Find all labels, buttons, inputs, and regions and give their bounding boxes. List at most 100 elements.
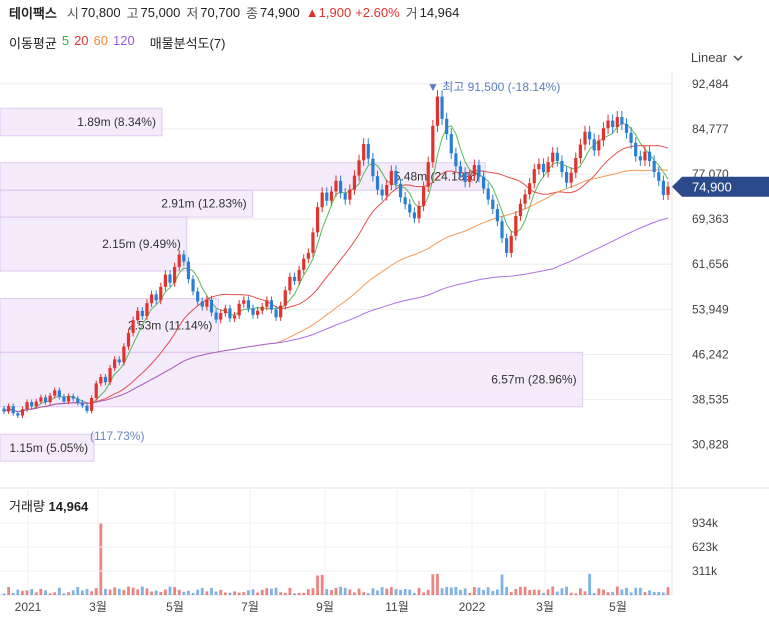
candle-body: [495, 208, 499, 222]
volume-bar: [279, 592, 283, 595]
volume-bar: [463, 588, 467, 595]
candle-body: [209, 299, 214, 313]
candle-body: [371, 158, 375, 177]
volume-bar: [615, 586, 619, 595]
candle: [638, 150, 642, 166]
volume-bar: [574, 593, 578, 595]
volume-bar: [578, 588, 582, 595]
candle: [394, 165, 398, 190]
candle-body: [477, 165, 481, 177]
volume-bar: [385, 588, 389, 595]
candle-body: [126, 333, 131, 347]
candle-body: [11, 406, 15, 414]
volume-bar: [168, 586, 172, 595]
candle-body: [237, 303, 241, 316]
volume-bar: [219, 589, 223, 595]
y-tick-label: 69,363: [692, 212, 729, 226]
volume-bar: [256, 592, 260, 595]
volume-bar: [11, 593, 15, 595]
candle: [274, 305, 278, 321]
candle-body: [265, 300, 269, 307]
candle: [159, 282, 163, 305]
volume-bar: [108, 589, 112, 595]
candle-body: [528, 183, 532, 195]
ma-period-5[interactable]: 5: [61, 33, 70, 48]
candle-body: [357, 160, 361, 176]
volume-bar: [44, 590, 47, 595]
candle: [592, 133, 596, 157]
y-tick-label: 84,777: [692, 122, 729, 136]
open-label: 시: [66, 5, 79, 21]
y-tick-label: 38,535: [692, 393, 729, 407]
candle-body: [366, 143, 370, 159]
candle: [145, 299, 149, 320]
candle-body: [348, 189, 352, 200]
candle-body: [297, 269, 301, 281]
volume-bar: [145, 588, 149, 595]
candle: [66, 393, 71, 405]
volume-bar: [99, 522, 103, 595]
candle: [362, 138, 366, 166]
candle-body: [532, 169, 536, 184]
current-price-label: 74,900: [692, 180, 732, 195]
volume-profile-label: 1.15m (5.05%): [9, 441, 88, 455]
volume-profile-bar: [0, 107, 163, 137]
candle-body: [352, 175, 357, 190]
candle: [601, 122, 606, 147]
volume-bar: [638, 587, 642, 595]
y-tick-label: 53,949: [692, 302, 729, 316]
volume-bar: [154, 590, 158, 595]
candle: [168, 270, 172, 287]
volume-bar: [602, 589, 605, 595]
candle-body: [200, 301, 204, 307]
candle: [445, 112, 449, 140]
ma-period-20[interactable]: 20: [74, 33, 89, 48]
candle: [523, 189, 527, 209]
candle: [352, 170, 357, 195]
candle: [366, 138, 370, 165]
volume-bar: [353, 592, 356, 595]
candle-body: [518, 203, 523, 216]
candle: [477, 159, 481, 183]
candle-body: [320, 192, 324, 208]
candle-body: [574, 158, 578, 173]
volume-bar: [528, 589, 532, 595]
candle-body: [523, 194, 527, 204]
volume-value: 14,964: [419, 4, 460, 20]
volume-bar: [173, 587, 177, 595]
volume-tick-label: 623k: [692, 540, 719, 554]
candle: [43, 394, 48, 405]
candle-body: [611, 120, 615, 128]
candle-body: [113, 359, 117, 369]
candle-body: [491, 199, 495, 209]
scale-selector[interactable]: Linear: [691, 50, 743, 65]
ma-period-60[interactable]: 60: [93, 33, 109, 48]
volume-bar: [329, 590, 333, 595]
ma-period-120[interactable]: 120: [113, 33, 135, 48]
volume-bar: [514, 589, 518, 595]
ma-label[interactable]: 이동평균: [9, 36, 57, 51]
volume-bar: [362, 592, 366, 595]
candle: [343, 187, 347, 205]
volume-bar: [459, 589, 462, 595]
candle-body: [16, 413, 20, 416]
candle-body: [426, 162, 430, 187]
candle-body: [329, 191, 333, 201]
candle-body: [412, 212, 416, 219]
candle-body: [435, 96, 440, 126]
ma-periods: 5 20 60 120: [62, 33, 135, 52]
volume-bar: [657, 591, 661, 595]
volume-bar: [274, 587, 278, 595]
candle: [25, 399, 29, 412]
candle-body: [103, 376, 108, 383]
volume-profile-label[interactable]: 매물분석도(7): [149, 36, 226, 51]
volume-bar: [62, 593, 66, 595]
candle: [99, 373, 103, 387]
volume-bar: [140, 586, 144, 595]
candle: [518, 198, 523, 221]
volume-bar: [246, 590, 250, 595]
stock-header: 테이팩스 시 70,800 고 75,000 저 70,700 종 74,900…: [9, 3, 465, 21]
volume-bar: [412, 592, 416, 595]
candle-body: [652, 160, 656, 173]
